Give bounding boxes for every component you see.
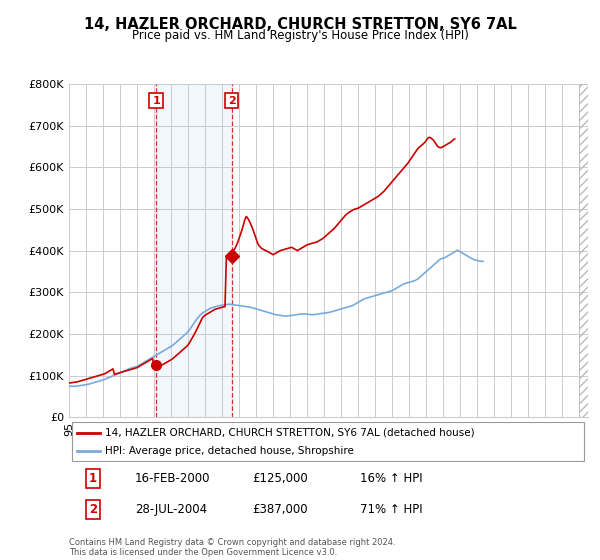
Text: 16-FEB-2000: 16-FEB-2000 [135,472,211,486]
Text: 1: 1 [89,472,97,486]
Text: £125,000: £125,000 [252,472,308,486]
Text: £387,000: £387,000 [252,503,308,516]
Bar [156,84,232,417]
Text: 1: 1 [152,96,160,106]
Text: 16% ↑ HPI: 16% ↑ HPI [360,472,422,486]
Text: 2: 2 [89,503,97,516]
Text: HPI: Average price, detached house, Shropshire: HPI: Average price, detached house, Shro… [106,446,354,456]
Text: Price paid vs. HM Land Registry's House Price Index (HPI): Price paid vs. HM Land Registry's House … [131,29,469,42]
FancyBboxPatch shape [71,422,584,461]
Text: 14, HAZLER ORCHARD, CHURCH STRETTON, SY6 7AL: 14, HAZLER ORCHARD, CHURCH STRETTON, SY6… [83,17,517,32]
Text: Contains HM Land Registry data © Crown copyright and database right 2024.
This d: Contains HM Land Registry data © Crown c… [69,538,395,557]
Text: 71% ↑ HPI: 71% ↑ HPI [360,503,422,516]
Text: 14, HAZLER ORCHARD, CHURCH STRETTON, SY6 7AL (detached house): 14, HAZLER ORCHARD, CHURCH STRETTON, SY6… [106,428,475,437]
Text: 2: 2 [228,96,236,106]
Text: 28-JUL-2004: 28-JUL-2004 [135,503,207,516]
